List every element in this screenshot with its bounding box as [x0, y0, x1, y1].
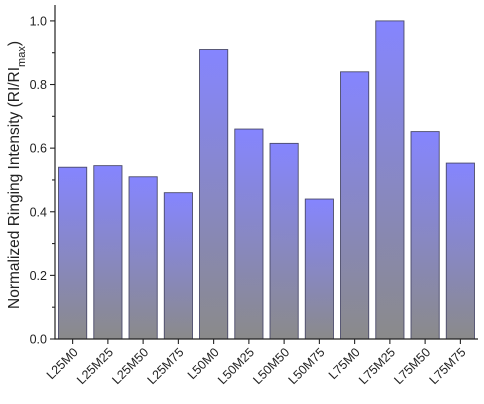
y-tick-label: 0.0	[30, 333, 47, 347]
y-axis-title: Normalized Ringing Intensity (RI/RImax)	[6, 41, 28, 309]
bar-l50m50	[269, 142, 299, 340]
bar-l25m25	[93, 165, 123, 340]
y-tick-label: 0.8	[30, 78, 47, 92]
axis-lines	[54, 5, 478, 340]
bar-l25m50	[128, 176, 158, 340]
bar-l75m25	[375, 20, 405, 340]
y-tick-label: 0.4	[30, 205, 47, 219]
x-tick-label-l25m75: L25M75	[145, 345, 187, 387]
y-tick-label: 1.0	[30, 14, 47, 28]
bar-l50m0	[199, 49, 229, 340]
x-tick-label-l25m50: L25M50	[109, 345, 151, 387]
bar-l75m0	[340, 71, 370, 340]
x-tick-label-l50m75: L50M75	[286, 345, 328, 387]
x-tick-label-l75m50: L75M50	[391, 345, 433, 387]
bar-l50m75	[304, 198, 334, 340]
y-axis-title-subscript: max	[16, 46, 28, 67]
y-tick-label: 0.6	[30, 142, 47, 156]
x-tick-label-l75m75: L75M75	[427, 345, 469, 387]
bar-l75m50	[410, 131, 440, 340]
x-tick-label-l50m50: L50M50	[250, 345, 292, 387]
bar-l25m0	[58, 166, 88, 340]
bars-group	[58, 20, 475, 340]
bar-l25m75	[163, 192, 193, 340]
y-axis: 0.0 0.2 0.4 0.6 0.8 1.0	[30, 5, 478, 347]
bar-l50m25	[234, 128, 264, 340]
x-tick-label-l75m25: L75M25	[356, 345, 398, 387]
x-tick-label-l50m25: L50M25	[215, 345, 257, 387]
bar-l75m75	[445, 162, 475, 340]
x-tick-label-l25m25: L25M25	[74, 345, 116, 387]
x-axis: L25M0L25M25L25M50L25M75L50M0L50M25L50M50…	[44, 339, 469, 387]
y-tick-label: 0.2	[30, 269, 47, 283]
